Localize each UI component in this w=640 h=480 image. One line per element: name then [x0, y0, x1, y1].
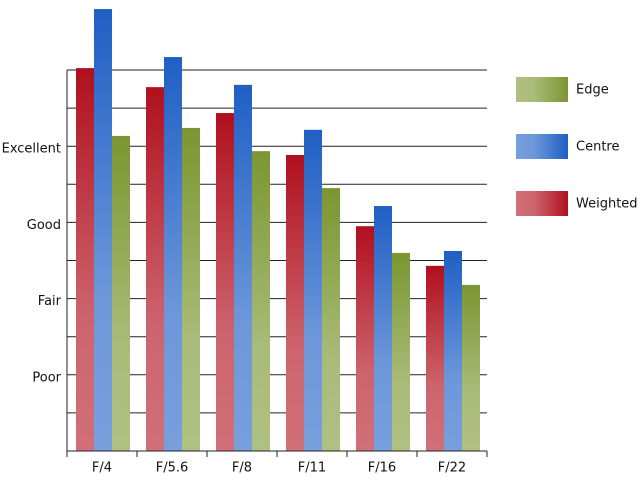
- bar: [94, 9, 112, 451]
- x-tick-label: F/8: [232, 461, 252, 476]
- legend-label: Edge: [576, 83, 609, 98]
- legend-swatch: [516, 134, 568, 159]
- bar: [286, 154, 304, 451]
- legend-label: Centre: [576, 140, 619, 155]
- x-tick-label: F/5.6: [156, 461, 189, 476]
- y-tick-label: Good: [27, 218, 61, 233]
- bar: [444, 250, 462, 451]
- legend-swatch: [516, 191, 568, 216]
- bar: [356, 226, 374, 451]
- legend-swatch: [516, 77, 568, 102]
- legend-label: Weighted: [576, 197, 638, 212]
- bar: [234, 84, 252, 451]
- bar: [426, 265, 444, 451]
- y-tick-label: Poor: [32, 370, 61, 385]
- bar: [374, 206, 392, 451]
- x-tick-label: F/4: [92, 461, 112, 476]
- x-tick-label: F/16: [368, 461, 396, 476]
- bar: [322, 188, 340, 452]
- bar: [252, 151, 270, 451]
- bar: [304, 129, 322, 451]
- x-tick-label: F/22: [438, 461, 466, 476]
- bar: [182, 127, 200, 452]
- bar: [112, 135, 130, 451]
- bar: [216, 113, 234, 451]
- y-tick-label: Fair: [38, 294, 62, 309]
- x-tick-label: F/11: [298, 461, 326, 476]
- bar: [146, 87, 164, 452]
- bar: [462, 284, 480, 451]
- bar: [392, 252, 410, 451]
- bar: [164, 57, 182, 452]
- y-tick-label: Excellent: [2, 142, 61, 157]
- bar: [76, 68, 94, 451]
